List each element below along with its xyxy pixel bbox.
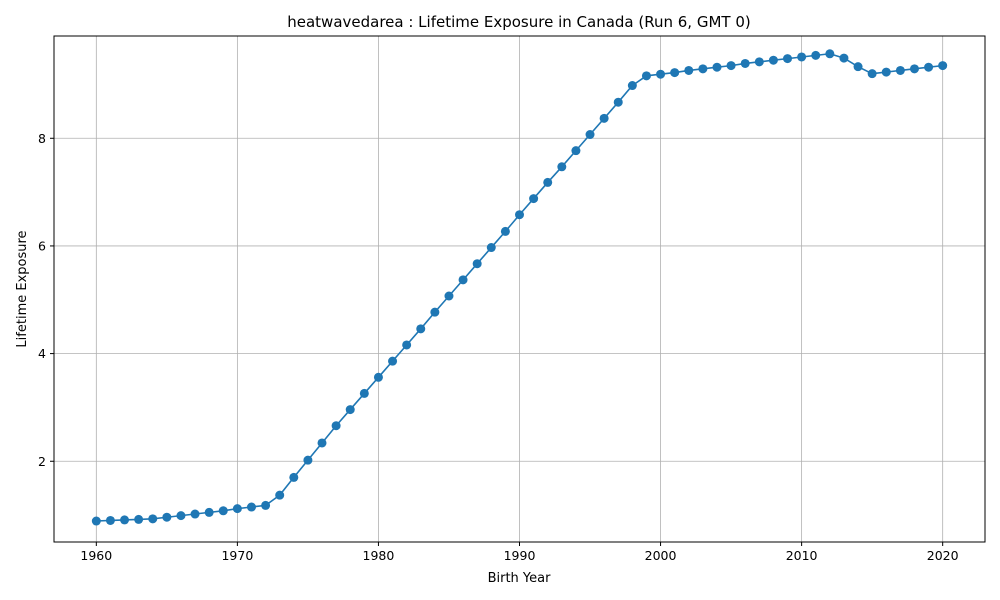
data-point [232, 504, 242, 514]
x-tick-label: 1970 [221, 548, 253, 563]
x-axis-label: Birth Year [488, 571, 552, 586]
data-point [317, 438, 327, 448]
data-point [853, 62, 863, 72]
data-point [204, 507, 214, 517]
y-tick-label: 6 [38, 238, 46, 253]
data-point [105, 515, 115, 525]
data-point [345, 405, 355, 415]
x-tick-label: 2020 [927, 548, 959, 563]
data-point [656, 69, 666, 79]
data-point [797, 52, 807, 62]
data-point [839, 53, 849, 63]
data-point [726, 61, 736, 71]
data-point [557, 162, 567, 172]
data-point [754, 57, 764, 67]
data-point [388, 356, 398, 366]
x-axis-ticks: 1960 1970 1980 1990 2000 2010 2020 [80, 542, 959, 563]
data-point [176, 511, 186, 521]
data-point [825, 49, 835, 59]
data-point [331, 421, 341, 431]
data-point [359, 388, 369, 398]
grid-lines [54, 36, 985, 542]
data-point [585, 130, 595, 140]
data-point [458, 275, 468, 285]
data-point [261, 500, 271, 510]
y-tick-label: 4 [38, 346, 46, 361]
data-point [698, 64, 708, 74]
data-point [613, 97, 623, 107]
data-point [190, 509, 200, 519]
data-point [811, 50, 821, 60]
data-point [909, 64, 919, 74]
data-point [924, 62, 934, 72]
y-tick-label: 2 [38, 454, 46, 469]
data-point [881, 67, 891, 77]
data-point [712, 62, 722, 72]
data-point [500, 226, 510, 236]
data-point [246, 502, 256, 512]
data-point [599, 113, 609, 123]
series-layer [91, 49, 948, 526]
data-point [162, 512, 172, 522]
x-tick-label: 2010 [786, 548, 818, 563]
data-point [289, 472, 299, 482]
data-point [303, 455, 313, 465]
data-point [543, 177, 553, 187]
y-tick-label: 8 [38, 131, 46, 146]
data-point [416, 324, 426, 334]
data-point [641, 71, 651, 81]
data-point [684, 65, 694, 75]
data-point [402, 340, 412, 350]
x-tick-label: 1960 [80, 548, 112, 563]
data-point [529, 194, 539, 204]
data-point [670, 68, 680, 78]
data-point [444, 291, 454, 301]
chart-title: heatwavedarea : Lifetime Exposure in Can… [287, 13, 750, 31]
data-point [148, 514, 158, 524]
data-point [472, 259, 482, 269]
y-axis-label: Lifetime Exposure [15, 230, 30, 347]
x-tick-label: 1990 [504, 548, 536, 563]
data-point [740, 58, 750, 68]
data-point [120, 515, 130, 525]
data-point [515, 210, 524, 220]
data-point [218, 506, 228, 516]
data-point [938, 61, 948, 71]
data-point [867, 69, 877, 79]
data-point [275, 490, 285, 500]
y-axis-ticks: 2 4 6 8 [38, 131, 54, 469]
data-point [134, 514, 144, 524]
x-tick-label: 2000 [645, 548, 677, 563]
x-tick-label: 1980 [363, 548, 395, 563]
data-point [486, 243, 496, 253]
data-point [627, 81, 637, 91]
data-point [768, 55, 778, 65]
data-point [895, 65, 905, 75]
data-point [571, 146, 581, 156]
data-point [91, 516, 101, 526]
data-point [783, 54, 793, 64]
data-point [373, 372, 383, 382]
data-point [430, 307, 440, 317]
